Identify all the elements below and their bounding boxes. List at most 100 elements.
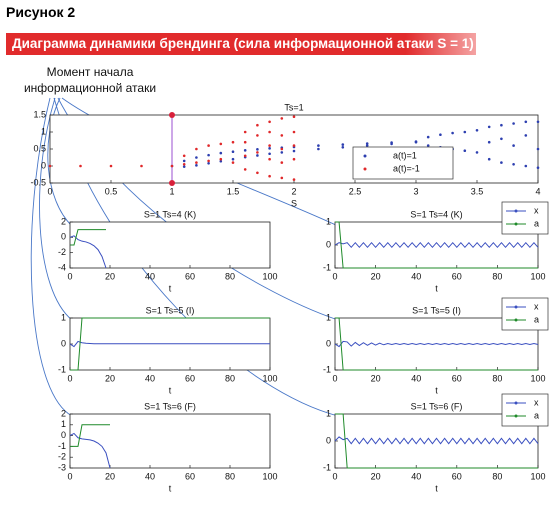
legend-marker xyxy=(514,305,518,309)
x-tick-label: 40 xyxy=(411,471,421,481)
y-tick-label: 0 xyxy=(61,232,66,242)
y-tick-label: -3 xyxy=(58,462,66,472)
legend-label: a xyxy=(534,314,539,324)
point xyxy=(463,130,467,134)
chart-title: Ts=1 xyxy=(284,102,303,112)
y-tick-label: -1 xyxy=(58,364,66,374)
x-tick-label: 40 xyxy=(411,271,421,281)
series-line xyxy=(334,340,539,348)
point xyxy=(292,115,296,118)
point xyxy=(536,166,540,169)
y-tick-label: -0.5 xyxy=(30,177,46,187)
plot-area xyxy=(49,114,539,184)
point xyxy=(195,147,198,151)
point xyxy=(207,159,210,163)
point xyxy=(317,144,320,147)
x-tick-label: 100 xyxy=(530,271,545,281)
y-tick-label: -1 xyxy=(58,441,66,451)
x-tick-label: 100 xyxy=(530,471,545,481)
series-line xyxy=(70,317,270,371)
point xyxy=(365,144,369,147)
point xyxy=(140,164,143,168)
point xyxy=(268,152,271,156)
x-tick-label: 80 xyxy=(225,373,235,383)
x-tick-label: 20 xyxy=(371,373,381,383)
x-tick-label: 60 xyxy=(452,271,462,281)
chart-title: S=1 Ts=4 (K) xyxy=(144,209,196,219)
x-tick-label: 0.5 xyxy=(105,186,118,196)
legend-label: a(t)=1 xyxy=(393,150,417,160)
point xyxy=(195,161,198,164)
series-line xyxy=(69,432,111,469)
legend-box xyxy=(352,146,454,180)
point xyxy=(243,168,247,171)
chart-title: S=1 Ts=6 (F) xyxy=(144,401,196,411)
x-tick-label: 60 xyxy=(185,271,195,281)
series-line xyxy=(334,436,539,445)
point xyxy=(231,140,235,144)
point xyxy=(268,144,271,147)
point xyxy=(487,157,491,161)
point xyxy=(475,129,479,132)
y-tick-label: -1 xyxy=(323,364,331,374)
x-tick-label: 80 xyxy=(225,471,235,481)
y-tick-label: 1 xyxy=(61,419,66,429)
chart-title: S=1 Ts=5 (I) xyxy=(146,305,195,315)
point xyxy=(487,140,491,144)
x-tick-label: 3 xyxy=(413,186,418,196)
x-tick-label: 80 xyxy=(492,373,502,383)
x-tick-label: 0 xyxy=(67,271,72,281)
series-line xyxy=(70,424,110,447)
point xyxy=(512,163,515,166)
point xyxy=(231,161,235,164)
y-tick-label: -4 xyxy=(58,262,66,272)
legend-box xyxy=(501,297,549,331)
series-line xyxy=(335,317,538,371)
legend-label: a xyxy=(534,218,539,228)
y-tick-label: 0 xyxy=(61,430,66,440)
legend-marker xyxy=(514,401,518,405)
legend-label: x xyxy=(534,301,539,311)
x-tick-label: 40 xyxy=(145,373,155,383)
series-line xyxy=(70,229,106,246)
legend-marker xyxy=(363,167,367,171)
legend-marker xyxy=(514,209,518,213)
x-tick-label: 80 xyxy=(492,471,502,481)
x-tick-label: 0 xyxy=(67,471,72,481)
point xyxy=(79,164,82,168)
x-tick-label: 1 xyxy=(169,186,174,196)
point xyxy=(231,150,235,154)
point xyxy=(256,134,259,137)
y-tick-label: -1 xyxy=(323,262,331,272)
point xyxy=(280,151,284,154)
y-tick-label: 2 xyxy=(61,408,66,418)
x-axis-label: t xyxy=(435,283,438,293)
point xyxy=(475,151,479,154)
x-tick-label: 4 xyxy=(535,186,540,196)
x-tick-label: 20 xyxy=(105,373,115,383)
point xyxy=(341,146,345,149)
point xyxy=(439,133,442,137)
legend-label: x xyxy=(534,397,539,407)
point xyxy=(256,171,259,175)
x-tick-label: 0 xyxy=(332,471,337,481)
series-line xyxy=(334,241,539,249)
point xyxy=(182,165,186,168)
x-tick-label: 40 xyxy=(411,373,421,383)
x-axis-label: t xyxy=(169,483,172,493)
point xyxy=(207,153,210,157)
legend-label: a(t)=-1 xyxy=(393,163,420,173)
point xyxy=(536,120,540,124)
point xyxy=(231,157,235,161)
y-tick-label: 1 xyxy=(326,216,331,226)
point xyxy=(256,123,259,127)
point xyxy=(500,137,503,141)
point xyxy=(268,130,271,134)
event-marker xyxy=(169,180,175,186)
point xyxy=(292,144,296,147)
x-tick-label: 60 xyxy=(452,373,462,383)
x-tick-label: 3.5 xyxy=(471,186,484,196)
figure-label: Рисунок 2 xyxy=(6,4,76,20)
point xyxy=(195,156,198,159)
